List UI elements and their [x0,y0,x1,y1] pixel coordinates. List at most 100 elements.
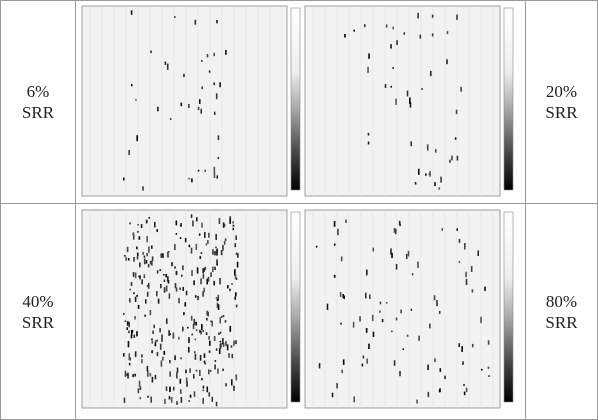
defect-dot [216,259,218,264]
defect-dot [128,330,130,334]
defect-dot [236,261,239,268]
defect-dot [145,259,148,264]
defect-dot [232,221,234,224]
defect-dot [136,331,138,337]
defect-dot [149,309,152,316]
defect-dot [340,256,343,262]
defect-dot [178,297,180,304]
defect-dot [154,374,157,380]
defect-dot [212,249,214,255]
defect-dot [390,44,392,49]
defect-dot [156,352,159,357]
defect-dot [402,348,404,350]
defect-dot [208,392,211,397]
defect-dot [369,294,371,300]
defect-dot [417,261,419,269]
defect-dot [368,53,370,59]
defect-dot [190,214,193,218]
defect-dot [229,325,232,332]
defect-dot [213,166,216,174]
defect-dot [201,60,203,62]
defect-dot [471,289,474,293]
defect-dot [235,235,237,240]
defect-dot [225,383,227,387]
defect-dot [195,217,198,222]
defect-dot [187,346,190,353]
defect-dot [208,369,210,375]
defect-dot [218,332,220,335]
defect-dot [164,398,166,405]
defect-dot [135,99,137,101]
defect-dot [220,316,223,318]
defect-dot [343,295,346,300]
defect-dot [427,364,429,371]
defect-dot [123,313,125,315]
defect-dot [214,364,216,370]
defect-dot [142,251,145,255]
defect-dot [136,252,139,257]
defect-dot [163,274,165,276]
defect-dot [148,246,150,253]
defect-dot [224,320,227,323]
defect-dot [174,266,176,269]
defect-dot [216,175,219,179]
defect-dot [134,351,137,357]
defect-dot [233,385,235,391]
defect-dot [201,377,203,381]
defect-dot [392,26,394,30]
defect-dot [395,263,398,270]
defect-dot [156,270,159,274]
defect-dot [465,278,468,285]
defect-dot [361,363,364,367]
defect-dot [200,108,202,114]
defect-dot [133,257,135,262]
defect-dot [201,86,204,90]
defect-dot [444,375,446,379]
defect-dot [188,244,191,248]
defect-dot [217,294,220,301]
defect-dot [391,252,393,259]
defect-dot [130,334,133,339]
defect-dot [184,302,187,307]
defect-dot [205,243,208,246]
defect-dot [146,235,148,243]
defect-dot [337,228,339,236]
defect-dot [176,401,178,405]
defect-dot [188,337,190,344]
defect-dot [140,224,143,228]
defect-dot [137,230,139,233]
defect-dot [204,266,207,270]
defect-dot [446,59,448,65]
defect-dot [480,368,483,371]
defect-dot [342,359,345,365]
scan-panel [81,209,288,409]
defect-dot [480,316,482,324]
defect-dot [151,376,154,383]
defect-dot [393,228,396,233]
defect-dot [458,343,461,347]
defect-dot [219,343,222,349]
defect-dot [190,247,193,254]
defect-dot [206,54,209,58]
defect-dot [206,317,208,321]
defect-dot [146,365,149,372]
defect-dot [129,222,131,225]
defect-dot [144,299,147,304]
defect-dot [200,330,202,335]
defect-dot [126,321,129,326]
defect-dot [169,371,171,377]
defect-dot [131,329,134,333]
defect-dot [341,369,343,374]
defect-dot [235,292,237,297]
defect-dot [179,224,182,227]
defect-dot [185,369,187,374]
defect-dot [160,283,162,289]
defect-dot [407,250,410,257]
defect-dot [203,360,206,364]
defect-dot [193,351,196,354]
defect-dot [342,293,344,299]
defect-dot [179,287,181,290]
defect-dot [367,66,369,74]
defect-dot [440,176,442,183]
defect-dot [214,250,216,256]
